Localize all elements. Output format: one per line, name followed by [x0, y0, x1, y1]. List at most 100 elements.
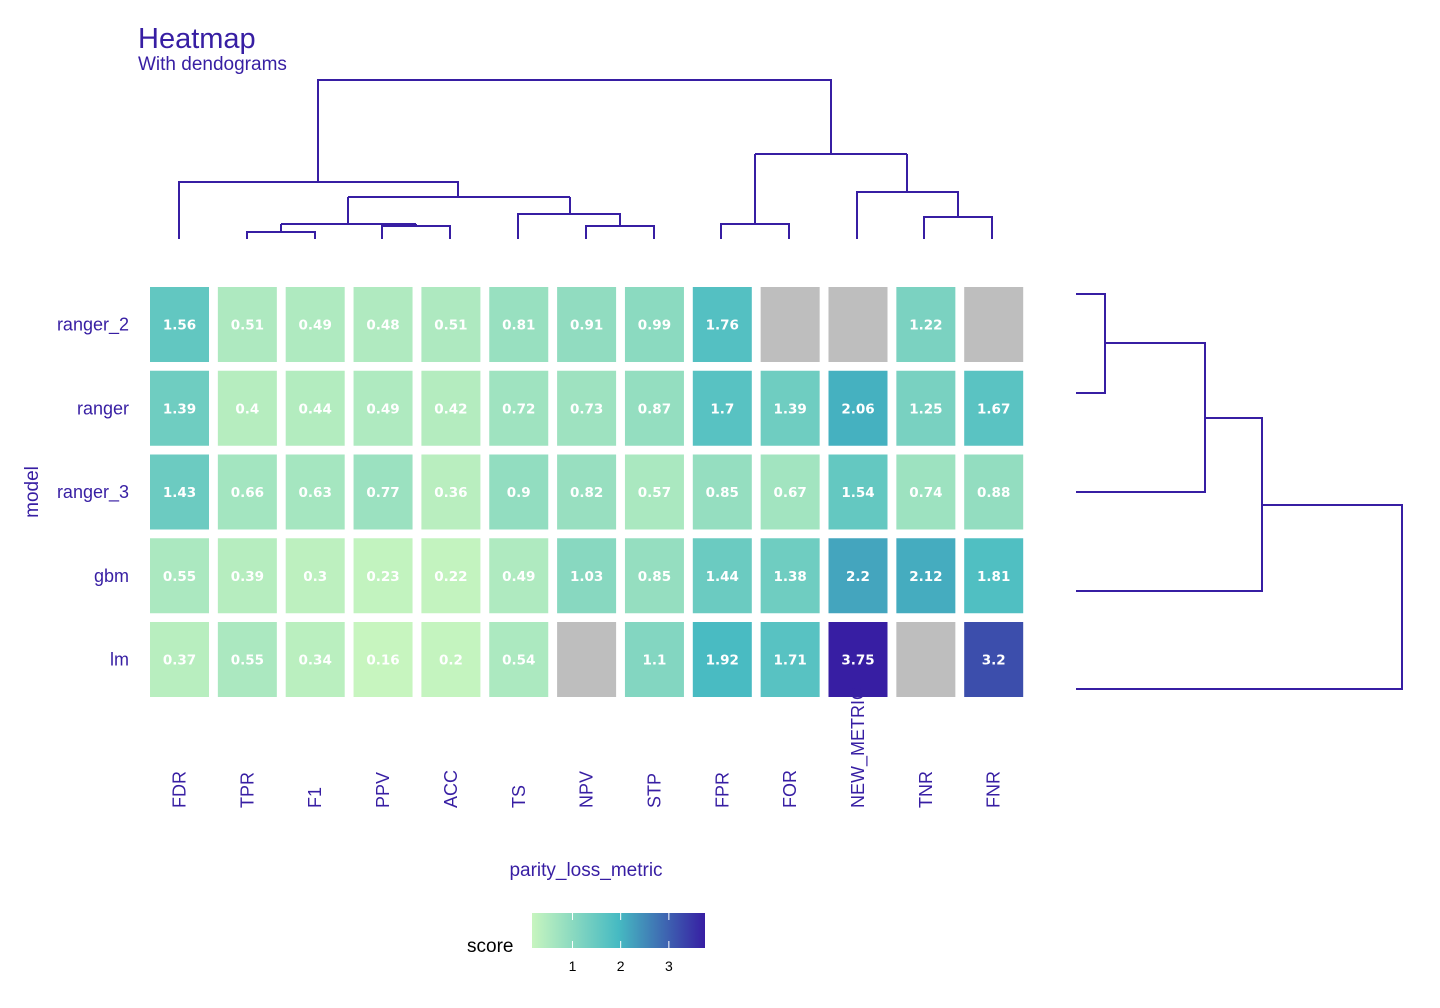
cell-value-label: 0.85 [638, 569, 671, 585]
cell-value-label: 0.34 [299, 653, 332, 669]
heatmap-cell-ranger_2-PPV [353, 287, 413, 362]
column-dendrogram-branch [754, 153, 908, 224]
heatmap-cell-ranger-FDR [150, 370, 209, 446]
heatmap-cell-gbm-NPV [557, 538, 617, 614]
column-label-FPR: FPR [712, 772, 732, 808]
heatmap-cell-ranger_2-FNR [964, 287, 1024, 362]
cell-value-label: 0.63 [299, 485, 332, 501]
legend-colorbar [532, 913, 705, 948]
cell-value-label: 0.88 [977, 485, 1010, 501]
heatmap-cell-ranger_2-ACC [421, 287, 481, 362]
cell-value-label: 3.2 [982, 653, 1006, 669]
row-label-ranger_2: ranger_2 [57, 315, 129, 336]
column-dendrogram [178, 79, 993, 239]
column-label-TNR: TNR [916, 771, 936, 808]
cell-value-label: 0.55 [231, 653, 264, 669]
heatmap-cell-ranger_2-TPR [217, 287, 277, 362]
legend-title: score [467, 936, 513, 957]
cell-value-label: 0.77 [366, 485, 399, 501]
heatmap-cell-ranger_3-FNR [964, 454, 1024, 530]
cell-value-label: 1.1 [642, 653, 666, 669]
heatmap-cell-ranger_3-TPR [217, 454, 277, 530]
heatmap-cell-ranger-FNR [964, 370, 1024, 446]
column-dendrogram-branch [381, 225, 451, 239]
cell-value-label: 1.54 [841, 485, 874, 501]
cell-value-label: 0.87 [638, 401, 671, 417]
heatmap-cell-gbm-STP [624, 538, 684, 614]
heatmap-cell-ranger-ACC [421, 370, 481, 446]
row-dendrogram-branch [1076, 293, 1106, 394]
cell-value-label: 1.81 [977, 569, 1010, 585]
heatmap-cell-ranger_3-NPV [557, 454, 617, 530]
heatmap-cell-gbm-TNR [896, 538, 956, 614]
heatmap-cell-ranger_3-ACC [421, 454, 481, 530]
cell-value-label: 0.36 [434, 485, 467, 501]
cell-value-label: 0.49 [366, 401, 399, 417]
heatmap-cell-ranger-STP [624, 370, 684, 446]
column-label-PPV: PPV [373, 772, 393, 808]
heatmap-cell-lm-TS [489, 622, 549, 697]
heatmap-cell-ranger-TS [489, 370, 549, 446]
row-dendrogram-branch [1076, 342, 1206, 493]
cell-value-label: 0.22 [434, 569, 467, 585]
heatmap-cell-gbm-PPV [353, 538, 413, 614]
column-labels: FDR TPR F1 PPV ACC TS NPV STP FPR FOR NEW_METRIC TN… [170, 687, 1004, 808]
cell-value-label: 0.82 [570, 485, 603, 501]
column-label-ACC: ACC [441, 770, 461, 808]
heatmap-cell-lm-NEW_METRIC [828, 622, 888, 697]
cell-value-label: 0.99 [638, 318, 671, 334]
column-dendrogram-branch [585, 225, 655, 239]
heatmap-cell-ranger_3-PPV [353, 454, 413, 530]
cell-value-label: 1.39 [163, 401, 196, 417]
cell-value-label: 1.56 [163, 318, 196, 334]
heatmap-cell-ranger_2-NPV [557, 287, 617, 362]
heatmap-cell-ranger_2-NEW_METRIC [828, 287, 888, 362]
row-label-gbm: gbm [94, 566, 129, 586]
cell-value-label: 0.42 [434, 401, 467, 417]
heatmap-cell-ranger_3-FOR [760, 454, 820, 530]
heatmap-cell-ranger-F1 [285, 370, 345, 446]
heatmap-cell-ranger-PPV [353, 370, 413, 446]
heatmap-cell-gbm-FNR [964, 538, 1024, 614]
cell-value-label: 0.48 [366, 318, 399, 334]
cell-value-label: 1.22 [909, 318, 942, 334]
cell-value-label: 0.51 [434, 318, 467, 334]
heatmap-cell-ranger-NPV [557, 370, 617, 446]
heatmap-cell-ranger_2-TS [489, 287, 549, 362]
heatmap-cell-ranger-FOR [760, 370, 820, 446]
cell-value-label: 0.85 [706, 485, 739, 501]
heatmap-cell-ranger_2-STP [624, 287, 684, 362]
heatmap-cell-ranger_2-FOR [760, 287, 820, 362]
heatmap-cell-ranger_3-F1 [285, 454, 345, 530]
cell-value-label: 1.25 [909, 401, 942, 417]
column-dendrogram-branch [517, 213, 621, 239]
cell-value-label: 0.44 [299, 401, 332, 417]
heatmap-cell-ranger_3-TS [489, 454, 549, 530]
cell-value-label: 0.49 [502, 569, 535, 585]
legend-tick-label: 1 [569, 958, 577, 974]
column-label-NPV: NPV [577, 771, 597, 808]
cell-value-label: 2.2 [846, 569, 870, 585]
cell-value-label: 1.43 [163, 485, 196, 501]
heatmap-cell-gbm-TS [489, 538, 549, 614]
heatmap-cell-ranger-TPR [217, 370, 277, 446]
cell-value-label: 2.06 [841, 401, 874, 417]
column-label-FNR: FNR [984, 771, 1004, 808]
cell-value-label: 1.38 [773, 569, 806, 585]
heatmap-cell-lm-PPV [353, 622, 413, 697]
chart-title: Heatmap [138, 23, 256, 55]
row-label-ranger: ranger [77, 398, 129, 418]
heatmap-cell-ranger-NEW_METRIC [828, 370, 888, 446]
column-label-TPR: TPR [237, 772, 257, 808]
heatmap-cell-ranger_2-F1 [285, 287, 345, 362]
cell-value-label: 0.9 [507, 485, 531, 501]
column-dendrogram-branch [246, 231, 316, 239]
cell-value-label: 0.2 [439, 653, 463, 669]
heatmap-cell-lm-TNR [896, 622, 956, 697]
cell-value-label: 0.55 [163, 569, 196, 585]
heatmap-cell-lm-TPR [217, 622, 277, 697]
heatmap-cell-lm-ACC [421, 622, 481, 697]
heatmap-cell-gbm-FDR [150, 538, 209, 614]
column-label-NEW_METRIC: NEW_METRIC [848, 687, 869, 808]
